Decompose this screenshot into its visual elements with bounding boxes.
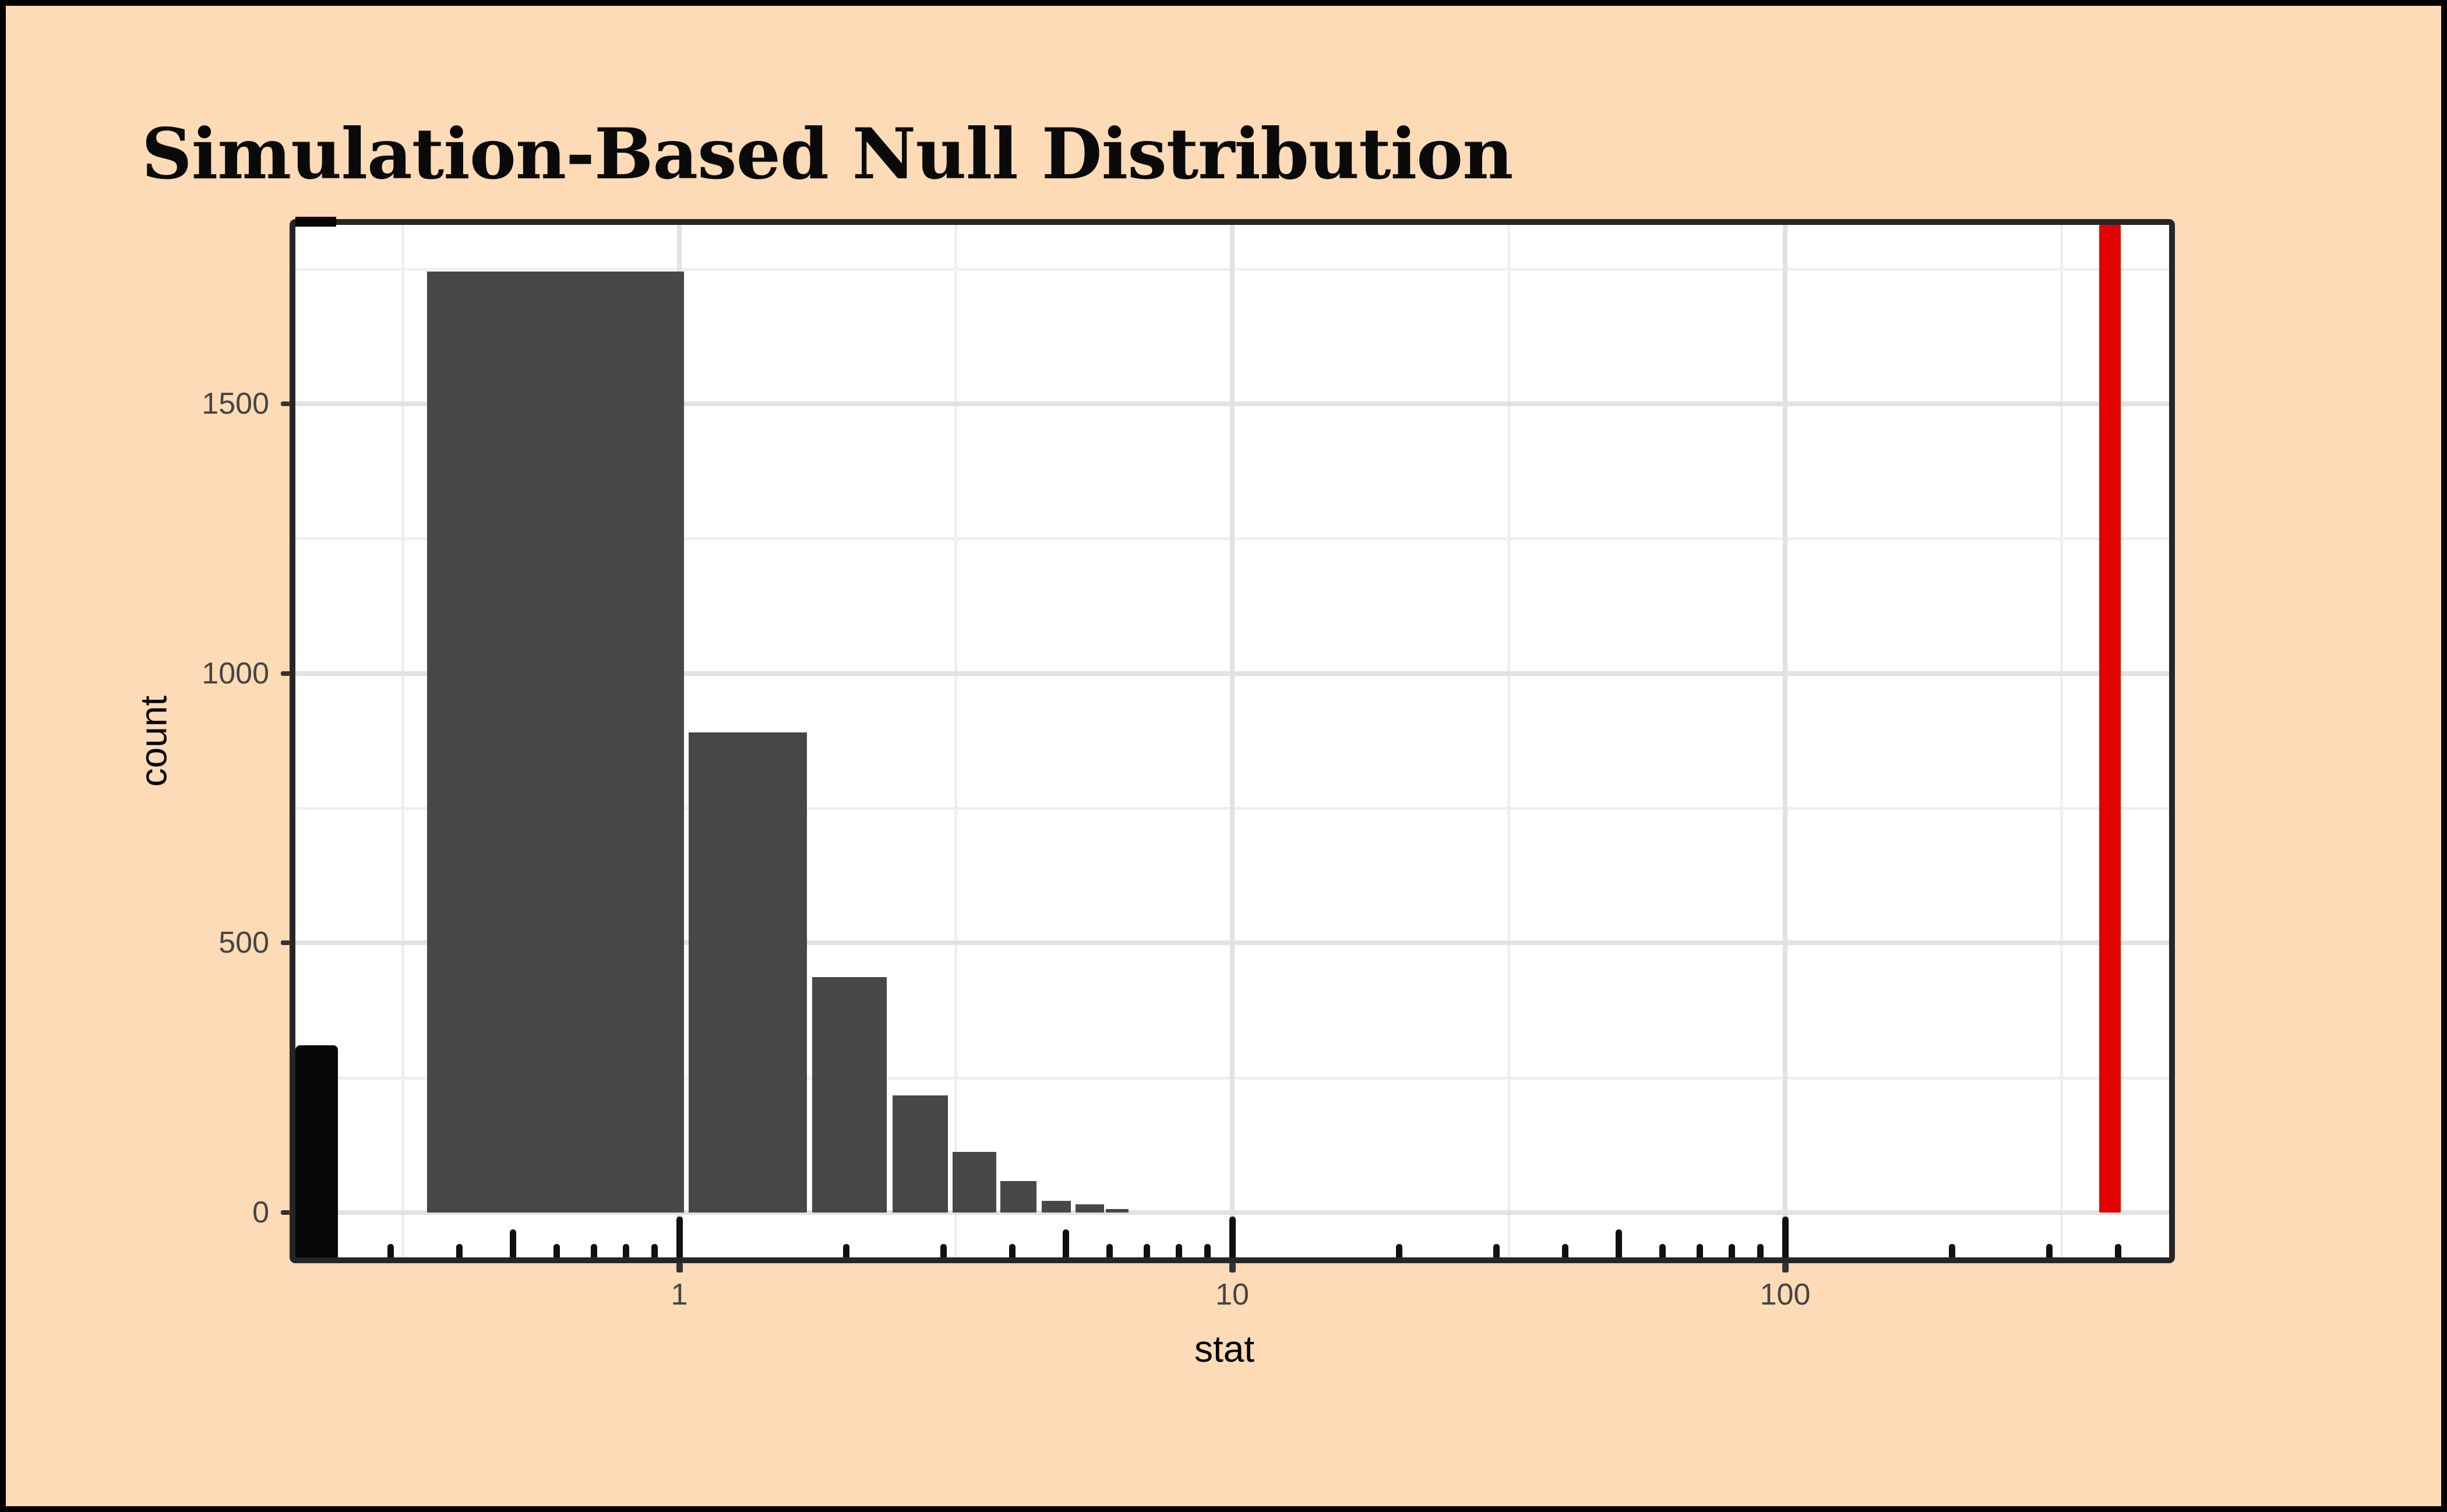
clipped-bar-top-notch [295,217,336,227]
y-tick-label: 1500 [202,387,269,421]
x-axis-tick [1229,1263,1236,1273]
histogram-bar [952,1152,996,1213]
x-log-tick [590,1244,597,1257]
plot-area [295,225,2169,1257]
histogram-bar [1076,1204,1104,1213]
x-log-tick [1729,1244,1736,1257]
histogram-bar [427,272,685,1213]
y-axis-title: count [132,695,175,787]
x-log-tick [1948,1244,1955,1257]
histogram-bar [812,977,887,1213]
observed-stat-line [2099,225,2121,1213]
x-minor-gridline [1507,225,1511,1257]
x-log-tick [1063,1229,1070,1257]
x-log-tick [1562,1244,1569,1257]
x-axis-tick [676,1263,683,1273]
y-axis-tick [281,940,290,946]
x-log-tick [1493,1244,1500,1257]
x-log-tick [2115,1244,2122,1257]
x-log-tick [1782,1217,1789,1257]
x-minor-gridline [954,225,958,1257]
y-tick-label: 0 [252,1196,269,1229]
x-log-tick [651,1244,658,1257]
histogram-bar [892,1095,948,1213]
x-log-tick [1106,1244,1113,1257]
x-minor-gridline [2060,225,2064,1257]
x-major-gridline [1230,225,1235,1257]
chart-title: Simulation-Based Null Distribution [142,113,1513,195]
x-log-tick [387,1244,394,1257]
histogram-bar [1041,1200,1071,1213]
x-tick-label: 100 [1760,1278,1811,1312]
x-log-tick [456,1244,463,1257]
x-log-tick [553,1244,560,1257]
y-tick-label: 1000 [202,656,269,690]
x-major-gridline [1783,225,1787,1257]
x-log-tick [1616,1229,1623,1257]
x-tick-label: 1 [671,1278,688,1312]
y-axis-tick [281,671,290,676]
x-minor-gridline [401,225,405,1257]
x-log-tick [2046,1244,2053,1257]
histogram-bar [1000,1181,1037,1213]
x-log-tick [1229,1217,1236,1257]
x-log-tick [940,1244,947,1257]
histogram-bar [689,732,807,1213]
clipped-edge-bar [295,1045,338,1257]
x-log-tick [510,1229,517,1257]
x-log-tick [1176,1244,1183,1257]
x-log-tick [623,1244,630,1257]
x-axis-title: stat [1194,1328,1255,1370]
x-log-tick [1395,1244,1402,1257]
x-log-tick [1696,1244,1703,1257]
x-log-tick [1659,1244,1666,1257]
x-tick-label: 10 [1215,1278,1249,1312]
y-tick-label: 500 [218,926,269,960]
x-log-tick [1143,1244,1150,1257]
x-log-tick [1204,1244,1211,1257]
y-axis-tick [281,401,290,407]
x-log-tick [676,1217,683,1257]
x-axis-tick [1782,1263,1789,1273]
x-log-tick [842,1244,849,1257]
y-axis-tick [281,1210,290,1215]
x-log-tick [1009,1244,1016,1257]
plot-panel [290,219,2175,1263]
x-log-tick [1757,1244,1764,1257]
histogram-bar [1106,1209,1129,1213]
